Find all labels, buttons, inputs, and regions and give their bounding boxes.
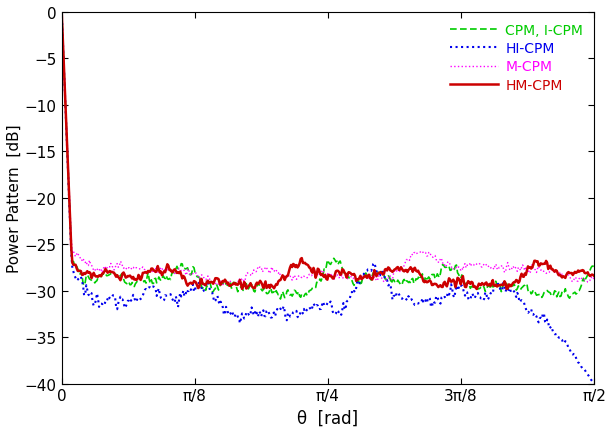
Line: CPM, I-CPM: CPM, I-CPM: [62, 13, 594, 299]
HM-CPM: [58, 10, 66, 16]
Y-axis label: Power Pattern  [dB]: Power Pattern [dB]: [7, 124, 22, 273]
M-CPM: [347, 274, 354, 279]
HI-CPM: [590, 381, 598, 386]
M-CPM: [579, 276, 586, 281]
M-CPM: [223, 283, 230, 288]
CPM, I-CPM: [579, 279, 586, 284]
CPM, I-CPM: [495, 283, 503, 289]
HM-CPM: [346, 270, 354, 276]
HI-CPM: [346, 296, 354, 302]
CPM, I-CPM: [58, 10, 66, 16]
Line: M-CPM: M-CPM: [62, 13, 594, 286]
CPM, I-CPM: [276, 297, 284, 302]
Line: HI-CPM: HI-CPM: [62, 13, 594, 384]
M-CPM: [315, 272, 322, 277]
CPM, I-CPM: [376, 271, 383, 276]
HM-CPM: [590, 274, 598, 279]
HM-CPM: [579, 268, 586, 273]
M-CPM: [590, 275, 598, 280]
CPM, I-CPM: [315, 280, 322, 285]
HM-CPM: [495, 283, 503, 288]
M-CPM: [495, 265, 503, 270]
CPM, I-CPM: [312, 285, 319, 290]
CPM, I-CPM: [347, 276, 354, 282]
HM-CPM: [311, 269, 318, 274]
HM-CPM: [314, 266, 321, 272]
HM-CPM: [375, 271, 383, 276]
HI-CPM: [495, 282, 502, 287]
M-CPM: [312, 271, 319, 276]
HI-CPM: [577, 364, 585, 369]
HM-CPM: [473, 287, 481, 292]
HI-CPM: [314, 303, 321, 309]
HI-CPM: [311, 303, 318, 308]
HI-CPM: [58, 10, 66, 16]
CPM, I-CPM: [590, 265, 598, 270]
Legend: CPM, I-CPM, HI-CPM, M-CPM, HM-CPM: CPM, I-CPM, HI-CPM, M-CPM, HM-CPM: [446, 20, 587, 96]
M-CPM: [376, 275, 383, 280]
Line: HM-CPM: HM-CPM: [62, 13, 594, 289]
M-CPM: [58, 10, 66, 16]
X-axis label: θ  [rad]: θ [rad]: [297, 409, 359, 427]
HI-CPM: [375, 272, 383, 277]
